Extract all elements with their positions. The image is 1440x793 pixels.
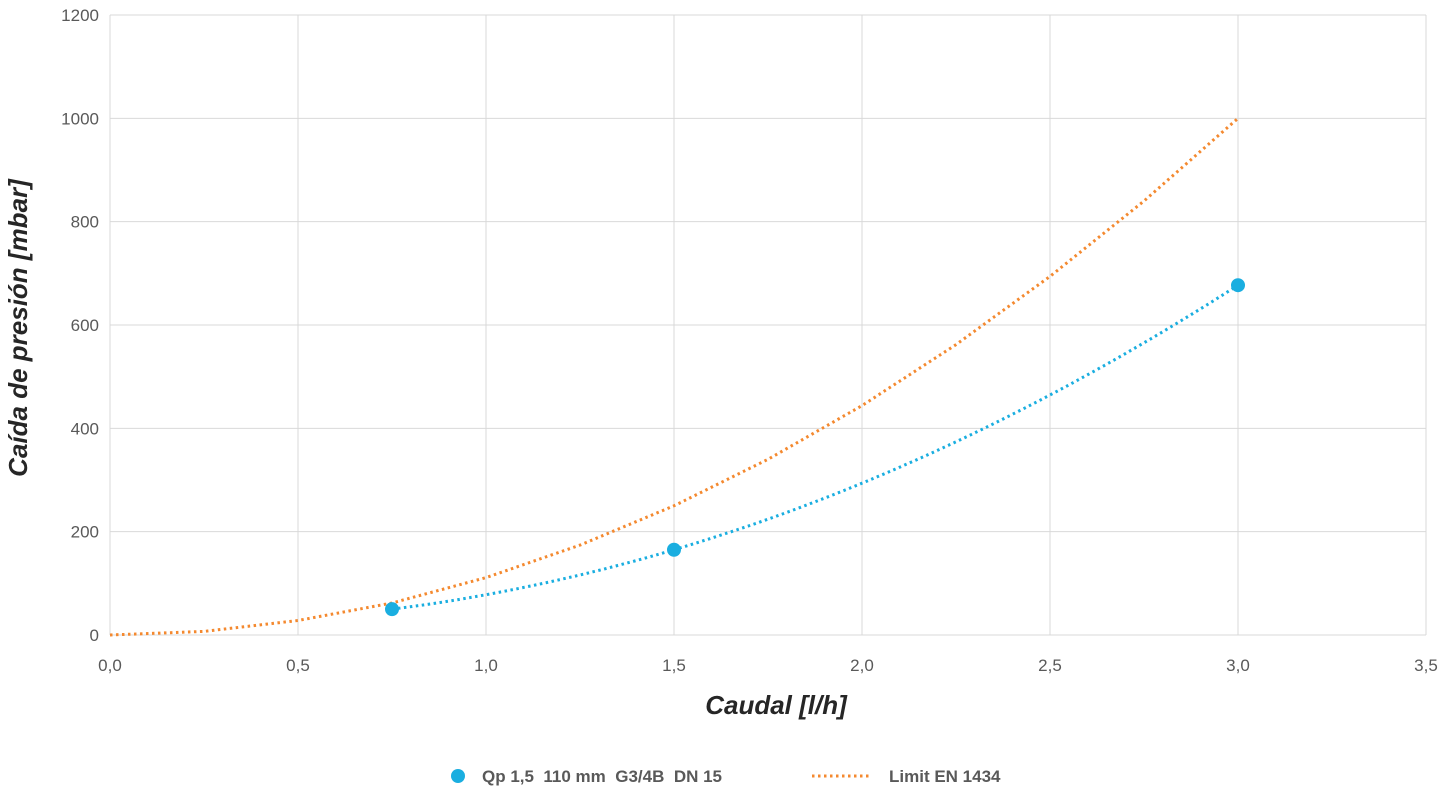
x-axis-ticks: 0,0 0,5 1,0 1,5 2,0 2,5 3,0 3,5 <box>98 656 1438 675</box>
legend-marker-qp <box>451 769 465 783</box>
data-point-qp <box>1231 278 1245 293</box>
data-point-qp <box>385 602 399 617</box>
x-tick-label: 2,0 <box>850 656 874 675</box>
x-tick-label: 0,5 <box>286 656 310 675</box>
y-tick-label: 200 <box>71 523 99 542</box>
legend-label-qp: Qp 1,5 110 mm G3/4B DN 15 <box>482 767 722 786</box>
y-tick-label: 1000 <box>61 109 99 128</box>
x-tick-label: 0,0 <box>98 656 122 675</box>
data-point-qp <box>667 542 681 557</box>
series-line-limit-en-1434 <box>109 117 1239 637</box>
y-tick-label: 800 <box>71 213 99 232</box>
y-tick-label: 1200 <box>61 6 99 25</box>
y-axis-ticks: 0 200 400 600 800 1000 1200 <box>61 6 99 645</box>
grid <box>109 14 1427 636</box>
x-tick-label: 3,5 <box>1414 656 1438 675</box>
x-tick-label: 3,0 <box>1226 656 1250 675</box>
x-tick-label: 2,5 <box>1038 656 1062 675</box>
series-layer <box>109 117 1245 637</box>
y-tick-label: 600 <box>71 316 99 335</box>
series-trendline-qp <box>391 283 1239 611</box>
x-tick-label: 1,5 <box>662 656 686 675</box>
x-axis-title: Caudal [l/h] <box>705 690 848 720</box>
x-tick-label: 1,0 <box>474 656 498 675</box>
legend-label-limit: Limit EN 1434 <box>889 767 1001 786</box>
y-axis-title: Caída de presión [mbar] <box>3 178 33 477</box>
y-tick-label: 400 <box>71 419 99 438</box>
y-tick-label: 0 <box>90 626 99 645</box>
legend: Qp 1,5 110 mm G3/4B DN 15 Limit EN 1434 <box>451 767 1001 786</box>
